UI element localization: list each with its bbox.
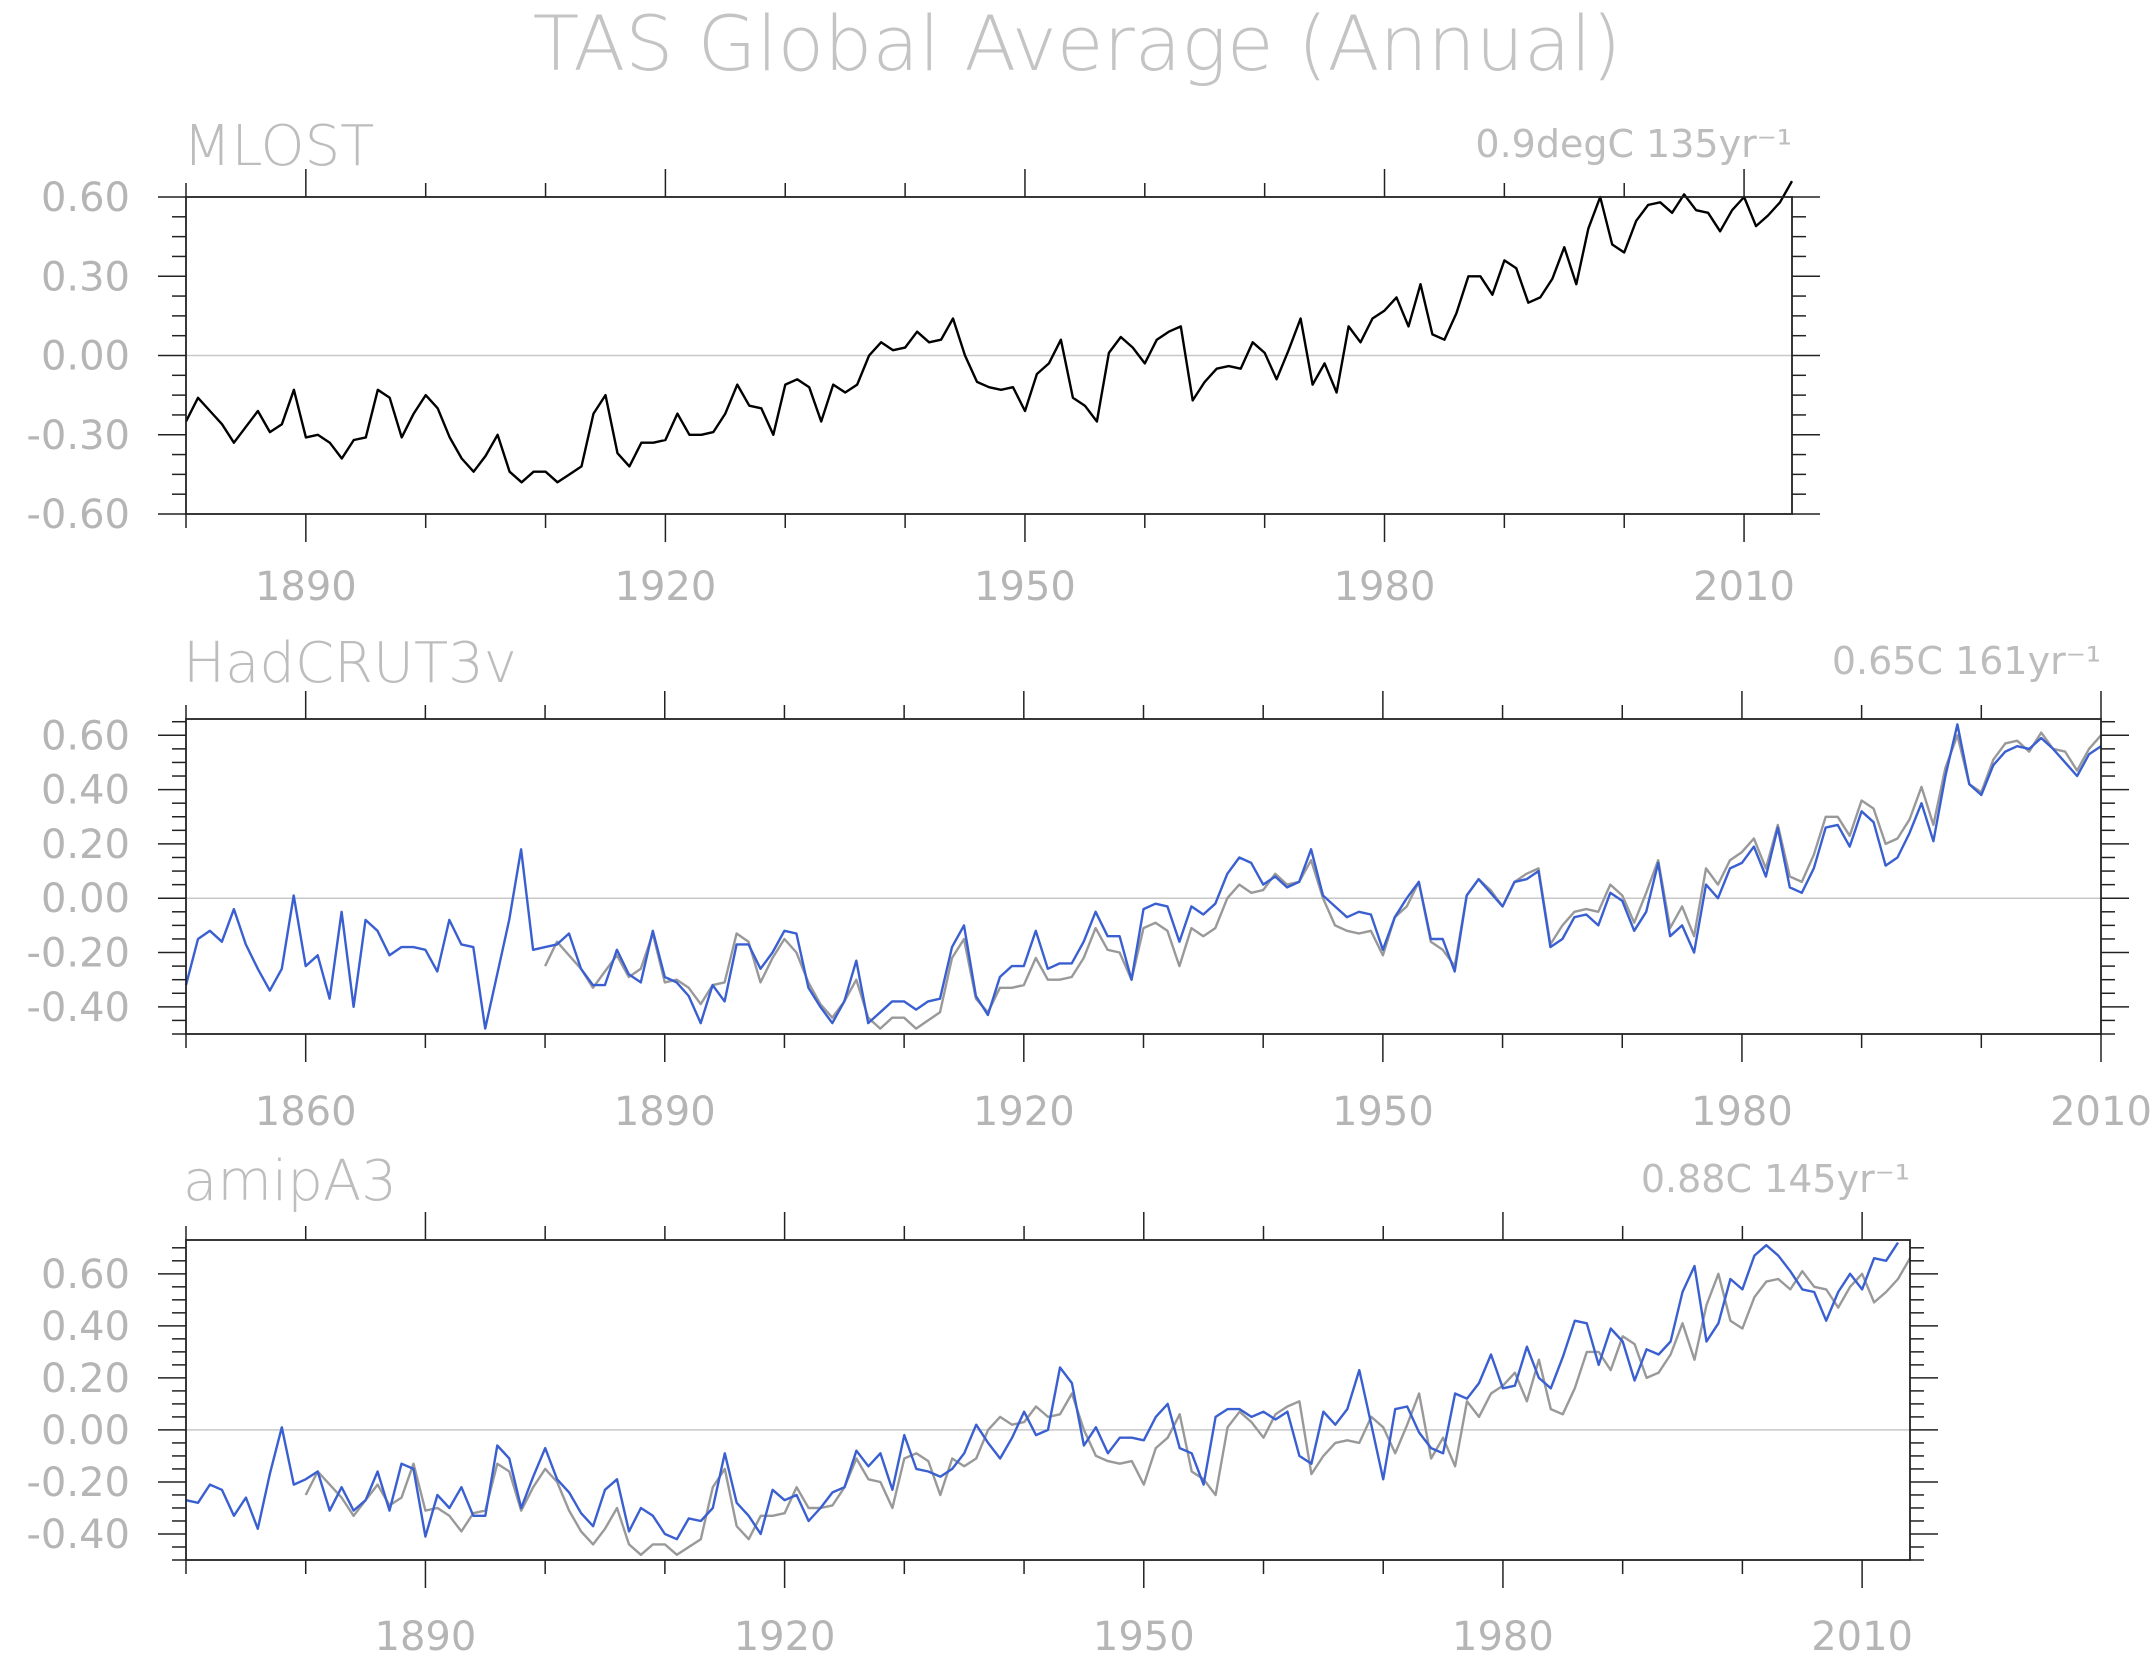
series-line-1: [304, 1257, 1912, 1557]
y-tick-label: 0.60: [41, 1252, 130, 1298]
x-tick-label: 2010: [1811, 1614, 1913, 1655]
y-tick-label: 0.60: [41, 175, 130, 221]
x-tick-label: 1980: [1691, 1089, 1793, 1135]
y-tick-label: 0.00: [41, 876, 130, 922]
panel-hadcrut3v: HadCRUT3v 0.65C 161yr⁻¹ 1860 1890 1920 1950 19…: [27, 631, 2152, 1135]
y-tick-label: 0.00: [41, 1408, 130, 1454]
x-tick-label: 2010: [2050, 1089, 2152, 1135]
y-tick-label: 0.30: [41, 254, 130, 300]
x-tick-label: 1860: [255, 1089, 357, 1135]
y-tick-label: -0.20: [27, 1460, 131, 1506]
panel-name: amipA3: [183, 1149, 397, 1214]
x-tick-label: 2010: [1693, 564, 1795, 610]
y-tick-label: 0.60: [41, 713, 130, 759]
x-tick-label: 1980: [1334, 564, 1436, 610]
series-line-2: [185, 1241, 1900, 1541]
y-tick-label: -0.20: [27, 931, 131, 977]
figure-title: TAS Global Average (Annual): [533, 0, 1622, 88]
trend-label: 0.88C 145yr⁻¹: [1641, 1157, 1910, 1201]
y-tick-label: -0.40: [27, 1512, 131, 1558]
plot-frame: [185, 1239, 1911, 1561]
x-tick-label: 1890: [614, 1089, 716, 1135]
y-tick-label: -0.30: [27, 413, 131, 459]
trend-label: 0.9degC 135yr⁻¹: [1475, 122, 1792, 166]
y-tick-label: 0.20: [41, 1356, 130, 1402]
x-tick-label: 1920: [973, 1089, 1075, 1135]
y-tick-label: -0.40: [27, 985, 131, 1031]
plot-frame: [185, 718, 2102, 1035]
y-tick-label: 0.40: [41, 768, 130, 814]
trend-label: 0.65C 161yr⁻¹: [1832, 639, 2101, 683]
y-tick-label: -0.60: [27, 492, 131, 538]
x-tick-label: 1890: [375, 1614, 477, 1655]
y-tick-label: 0.20: [41, 822, 130, 868]
panel-amipa3: amipA3 0.88C 145yr⁻¹ 1890 1920 1950 1980 2010 -…: [27, 1149, 1938, 1655]
y-tick-label: 0.40: [41, 1304, 130, 1350]
panel-mlost: MLOST 0.9degC 135yr⁻¹ 1890 1920 1950 1980 2010…: [27, 114, 1820, 610]
series-line-2: [184, 723, 2102, 1030]
series-line-1: [184, 180, 1794, 484]
y-tick-label: 0.00: [41, 334, 130, 380]
x-tick-label: 1950: [1093, 1614, 1195, 1655]
x-tick-label: 1920: [734, 1614, 836, 1655]
x-tick-label: 1890: [255, 564, 357, 610]
plot-frame: [185, 196, 1793, 515]
series-line-1: [544, 731, 2102, 1030]
x-tick-label: 1950: [974, 564, 1076, 610]
x-tick-label: 1920: [615, 564, 717, 610]
panel-name: HadCRUT3v: [183, 631, 517, 696]
panel-name: MLOST: [183, 114, 374, 179]
x-tick-label: 1950: [1332, 1089, 1434, 1135]
x-tick-label: 1980: [1452, 1614, 1554, 1655]
